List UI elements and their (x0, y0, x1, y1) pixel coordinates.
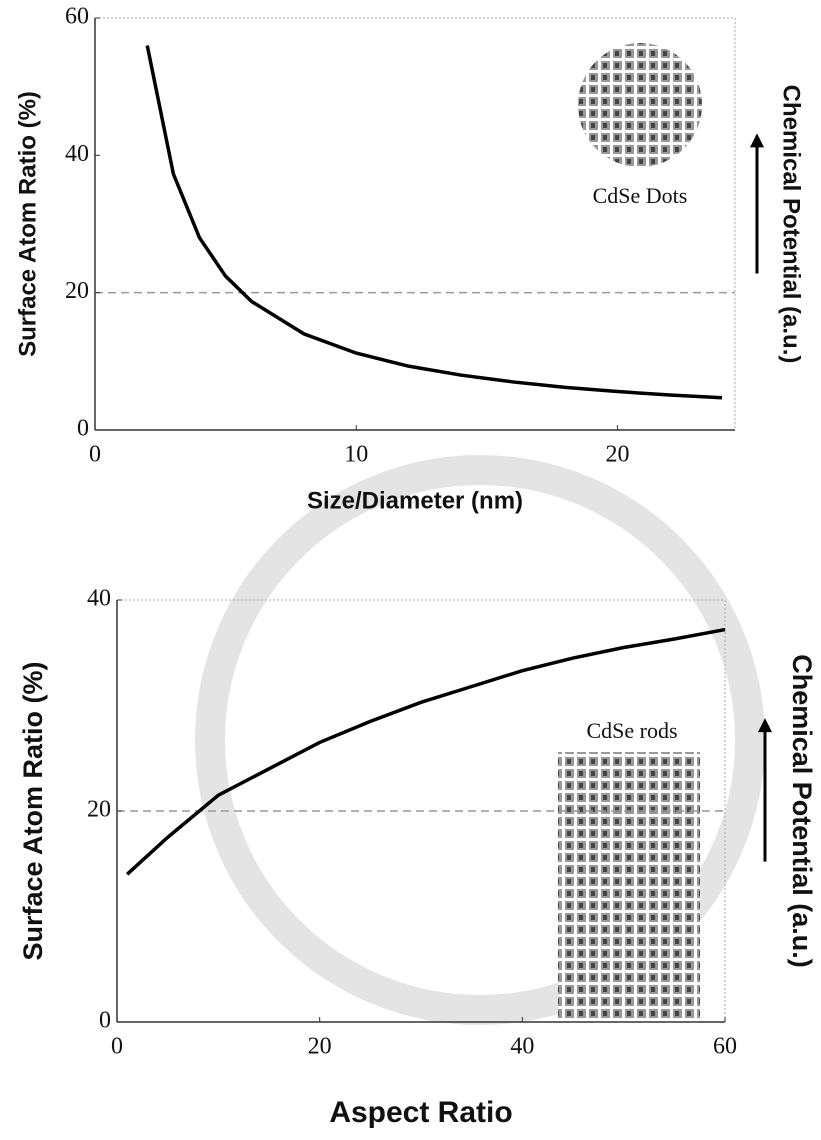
right-axis-label: Chemical Potential (a.u.) (778, 85, 805, 364)
x-tick-label: 0 (111, 1034, 123, 1060)
x-axis-label: Aspect Ratio (329, 1096, 512, 1129)
dots-illustration (578, 43, 702, 167)
x-tick-label: 20 (308, 1034, 332, 1060)
y-tick-label: 20 (87, 797, 111, 823)
y-tick-label: 0 (99, 1008, 111, 1034)
x-tick-label: 40 (510, 1034, 534, 1060)
x-tick-label: 10 (344, 442, 368, 468)
potential-arrow-head (750, 133, 764, 147)
annotation: CdSe Dots (593, 183, 688, 208)
rods-illustration (558, 752, 700, 1020)
x-tick-label: 0 (89, 442, 101, 468)
y-axis-label: Surface Atom Ratio (%) (18, 661, 48, 960)
right-axis-label: Chemical Potential (a.u.) (787, 654, 817, 968)
y-tick-label: 40 (65, 141, 89, 167)
y-tick-label: 40 (87, 586, 111, 612)
figure: 0 20 40 60 0 10 20 Size/Diameter (nm) Surface At… (0, 0, 821, 1140)
y-tick-label: 20 (65, 278, 89, 304)
annotation: CdSe rods (586, 718, 677, 743)
x-tick-label: 20 (605, 442, 629, 468)
x-axis-label: Size/Diameter (nm) (307, 487, 523, 514)
x-tick-label: 60 (713, 1034, 737, 1060)
y-tick-label: 60 (65, 4, 89, 30)
y-axis-label: Surface Atom Ratio (%) (14, 91, 41, 357)
y-tick-label: 0 (77, 416, 89, 442)
